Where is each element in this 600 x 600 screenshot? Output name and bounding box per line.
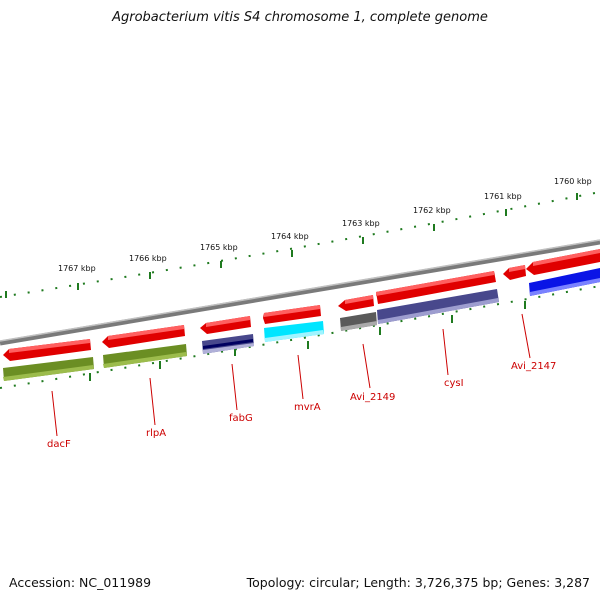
gene-arrow-fabG-shine [206,316,250,327]
leader-rlpA [149,377,156,426]
gene-arrow-Avi-2147-shine [509,265,525,272]
cds-box-mvrA-shade [265,330,324,342]
leader-mvrA [297,354,304,400]
scale-label: 1760 kbp [554,177,592,186]
gene-arrow-next-shine [533,249,600,266]
gene-arrow-rlpA-shine [108,325,184,340]
cds-box-fabG-band [203,339,253,349]
gene-label-dacF[interactable]: dacF [47,439,71,450]
scale-label: 1762 kbp [413,206,451,215]
gene-label-mvrA[interactable]: mvrA [294,402,321,413]
gene-arrow-Avi-2149-shine [345,295,373,304]
map-title: Agrobacterium vitis S4 chromosome 1, com… [112,10,488,25]
scale-major-ticks [5,193,578,298]
gene-label-Avi-2149[interactable]: Avi_2149 [350,392,395,403]
scale-label: 1766 kbp [129,254,167,263]
scale-label: 1765 kbp [200,243,238,252]
scale-ruler-inner [0,285,600,389]
chromosome-backbone [0,239,600,346]
label-leaders [51,313,531,437]
gene-label-fabG[interactable]: fabG [229,413,253,424]
leader-cysI [442,328,449,376]
scale-label: 1764 kbp [271,232,309,241]
leader-Avi-2147 [521,313,531,359]
scale-label: 1763 kbp [342,219,380,228]
leader-fabG [231,363,238,411]
gene-track [3,249,600,361]
scale-label: 1767 kbp [58,264,96,273]
scale-ruler-outer [0,191,600,298]
cds-box-dacF-shade [3,365,94,381]
genome-summary-text: Topology: circular; Length: 3,726,375 bp… [246,575,590,590]
cds-track [3,268,600,381]
gene-label-Avi-2147[interactable]: Avi_2147 [511,361,556,372]
cds-box-fabG-shade [203,343,254,354]
cds-box-rlpA-shade [103,352,187,368]
gene-label-rlpA[interactable]: rlpA [146,428,166,439]
leader-Avi-2149 [362,343,371,389]
cds-box-next-shade [530,278,600,296]
cds-box-cysI-shade [378,298,499,324]
gene-label-cysI[interactable]: cysI [444,378,464,389]
gene-arrow-mvrA-shine [264,305,320,317]
cds-box-Avi-2149-shade [341,321,377,331]
inner-scale-major-ticks [89,301,526,381]
leader-dacF [51,390,58,437]
accession-text: Accession: NC_011989 [9,575,152,590]
scale-label: 1761 kbp [484,192,522,201]
gene-arrow-dacF-shine [9,339,90,353]
gene-arrow-cysI-shine [376,271,494,296]
chromosome-backbone-highlight [0,239,600,342]
